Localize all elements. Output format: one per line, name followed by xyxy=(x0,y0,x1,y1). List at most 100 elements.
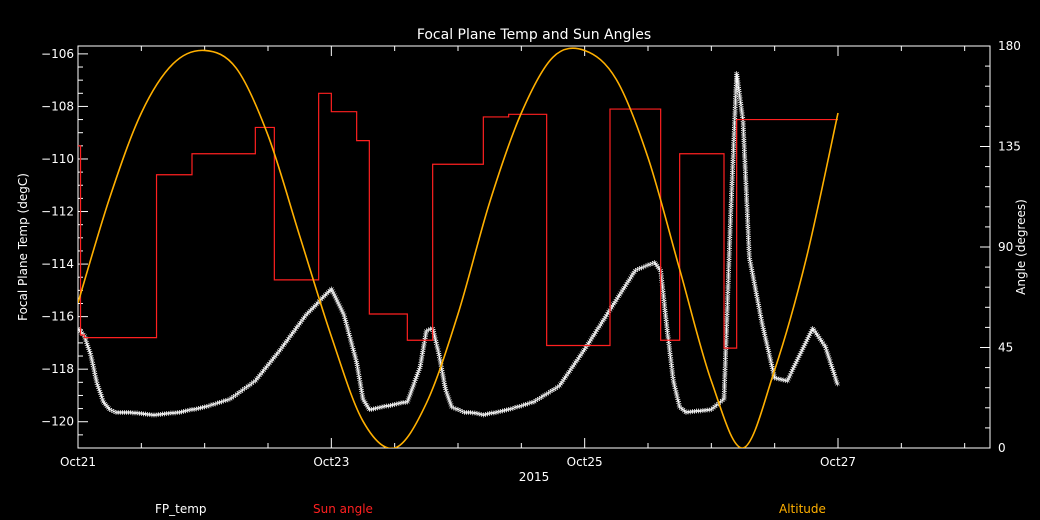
data-point: * xyxy=(434,339,440,352)
data-point: * xyxy=(664,319,670,332)
data-point: * xyxy=(485,410,491,423)
data-point: * xyxy=(734,73,740,86)
data-point: * xyxy=(832,371,838,384)
data-point: * xyxy=(510,404,516,417)
data-point: * xyxy=(409,385,415,398)
data-point: * xyxy=(730,168,736,181)
data-point: * xyxy=(629,272,635,285)
data-point: * xyxy=(723,359,729,372)
data-point: * xyxy=(730,157,736,170)
data-point: * xyxy=(728,199,734,212)
data-point: * xyxy=(298,318,304,331)
data-point: * xyxy=(172,408,178,421)
data-point: * xyxy=(83,336,89,349)
data-point: * xyxy=(257,371,263,384)
data-point: * xyxy=(749,264,755,277)
data-point: * xyxy=(653,260,659,273)
data-point: * xyxy=(748,259,754,272)
data-point: * xyxy=(665,330,671,343)
data-point: * xyxy=(196,404,202,417)
data-point: * xyxy=(733,80,739,93)
data-point: * xyxy=(722,375,728,388)
data-point: * xyxy=(449,403,455,416)
data-point: * xyxy=(592,330,598,343)
data-point: * xyxy=(668,359,674,372)
data-point: * xyxy=(659,275,665,288)
data-point: * xyxy=(589,334,595,347)
data-point: * xyxy=(618,288,624,301)
data-point: * xyxy=(794,356,800,369)
data-point: * xyxy=(641,262,647,275)
data-point: * xyxy=(432,333,438,346)
data-point: * xyxy=(740,112,746,125)
data-point: * xyxy=(763,333,769,346)
data-point: * xyxy=(96,383,102,396)
data-point: * xyxy=(576,354,582,367)
data-point: * xyxy=(731,146,737,159)
data-point: * xyxy=(419,352,425,365)
data-point: * xyxy=(769,363,775,376)
data-point: * xyxy=(564,371,570,384)
data-point: * xyxy=(674,392,680,405)
data-point: * xyxy=(568,365,574,378)
data-point: * xyxy=(732,124,738,137)
data-point: * xyxy=(417,363,423,376)
data-point: * xyxy=(424,326,430,339)
data-point: * xyxy=(553,384,559,397)
data-point: * xyxy=(442,380,448,393)
data-point: * xyxy=(421,339,427,352)
data-point: * xyxy=(418,359,424,372)
data-point: * xyxy=(433,337,439,350)
data-point: * xyxy=(413,375,419,388)
data-point: * xyxy=(103,400,109,413)
data-point: * xyxy=(672,381,678,394)
data-point: * xyxy=(410,383,416,396)
data-point: * xyxy=(662,299,668,312)
data-point: * xyxy=(347,332,353,345)
data-point: * xyxy=(726,260,732,273)
data-point: * xyxy=(736,86,742,99)
data-point: * xyxy=(355,362,361,375)
data-point: * xyxy=(724,315,730,328)
data-point: * xyxy=(739,105,745,118)
x-tick-label: Oct25 xyxy=(567,455,603,469)
data-point: * xyxy=(174,408,180,421)
data-point: * xyxy=(740,114,746,127)
data-point: * xyxy=(770,365,776,378)
data-point: * xyxy=(795,354,801,367)
data-point: * xyxy=(724,304,730,317)
data-point: * xyxy=(521,401,527,414)
data-point: * xyxy=(725,300,731,313)
data-point: * xyxy=(687,407,693,420)
data-point: * xyxy=(671,376,677,389)
data-point: * xyxy=(625,277,631,290)
data-point: * xyxy=(742,151,748,164)
data-point: * xyxy=(690,407,696,420)
data-point: * xyxy=(242,384,248,397)
data-point: * xyxy=(745,224,751,237)
data-point: * xyxy=(731,148,737,161)
data-point: * xyxy=(722,382,728,395)
data-point: * xyxy=(736,82,742,95)
data-point: * xyxy=(420,346,426,359)
data-point: * xyxy=(733,102,739,115)
data-point: * xyxy=(75,324,81,337)
data-point: * xyxy=(757,305,763,318)
data-point: * xyxy=(571,361,577,374)
data-point: * xyxy=(441,376,447,389)
data-point: * xyxy=(360,393,366,406)
data-point: * xyxy=(87,346,93,359)
data-point: * xyxy=(830,365,836,378)
data-point: * xyxy=(244,383,250,396)
data-point: * xyxy=(728,219,734,232)
data-point: * xyxy=(732,120,738,133)
data-point: * xyxy=(780,375,786,388)
data-point: * xyxy=(98,389,104,402)
data-point: * xyxy=(128,408,134,421)
data-point: * xyxy=(746,240,752,253)
data-point: * xyxy=(758,314,764,327)
data-point: * xyxy=(730,166,736,179)
data-point: * xyxy=(341,311,347,324)
series-fp-temp: ****************************************… xyxy=(75,69,841,424)
data-point: * xyxy=(738,101,744,114)
